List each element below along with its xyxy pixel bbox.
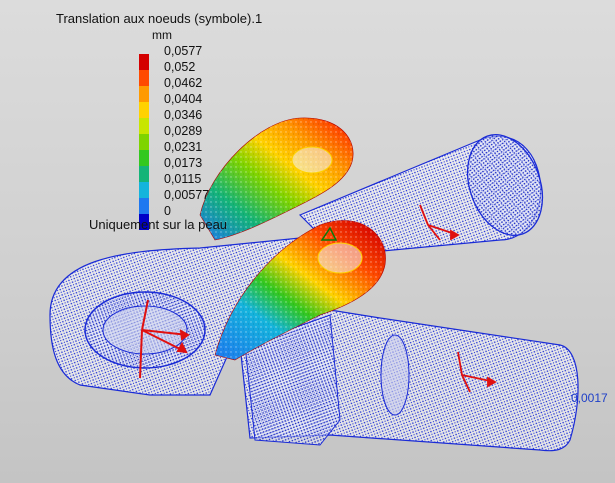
legend-swatch <box>139 182 149 198</box>
legend-title: Translation aux noeuds (symbole).1 <box>56 11 263 26</box>
heatmap-lug-lower <box>214 220 386 361</box>
legend-footnote: Uniquement sur la peau <box>89 217 228 232</box>
axis-triad-left[interactable] <box>139 299 190 379</box>
legend-tick-label: 0 <box>164 204 171 218</box>
legend-tick-label: 0,0173 <box>164 156 203 170</box>
legend-swatch <box>139 198 149 214</box>
legend-swatch <box>139 214 149 230</box>
legend-swatch <box>139 118 149 134</box>
legend-tick-label: 0,0404 <box>164 92 203 106</box>
legend-unit: mm <box>152 28 172 42</box>
legend-swatch <box>139 166 149 182</box>
legend-swatch <box>139 102 149 118</box>
legend-swatch <box>139 54 149 70</box>
legend-swatch <box>139 86 149 102</box>
legend-tick-label: 0,0115 <box>164 172 202 186</box>
heatmap-lug-upper <box>199 117 354 241</box>
axis-triad-lower-right[interactable] <box>457 351 497 393</box>
constraint-marker-icon[interactable] <box>320 226 338 241</box>
legend-tick-label: 0,0577 <box>164 44 203 58</box>
legend-tick-label: 0,00577 <box>164 188 210 202</box>
legend-swatch <box>139 70 149 86</box>
legend-tick-label: 0,0231 <box>164 140 203 154</box>
legend-swatch <box>139 134 149 150</box>
axis-triad-upper-right[interactable] <box>419 204 460 241</box>
legend-tick-label: 0,0346 <box>164 108 203 122</box>
legend-tick-label: 0,0289 <box>164 124 203 138</box>
mesh-part-lower-cylinder <box>239 309 579 452</box>
legend-tick-label: 0,0462 <box>164 76 203 90</box>
legend-swatch <box>139 150 149 166</box>
legend-tick-label: 0,052 <box>164 60 196 74</box>
cut-off-value-label: 0,0017 <box>571 391 608 405</box>
